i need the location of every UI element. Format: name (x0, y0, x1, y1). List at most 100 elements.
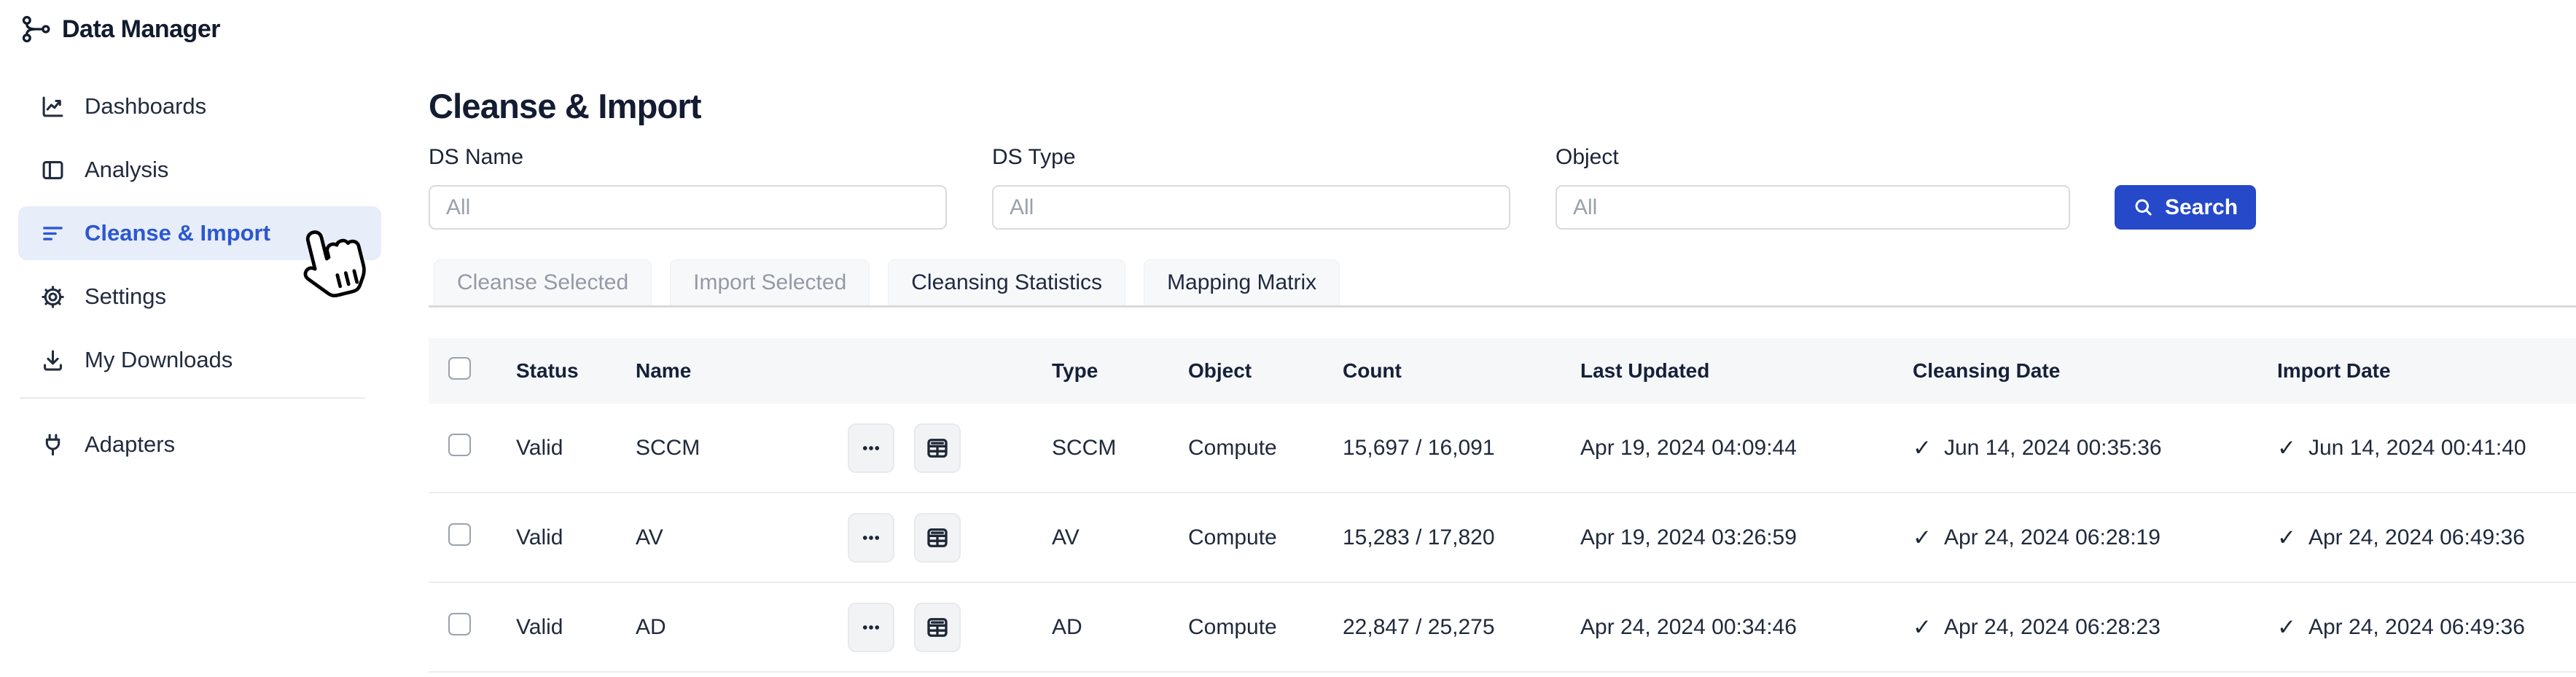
plug-icon (45, 434, 61, 455)
sidebar-item-label: Cleanse & Import (85, 220, 270, 246)
row-actions (848, 512, 1052, 563)
count-cell: 15,697 / 16,091 (1343, 435, 1495, 460)
status-cell: Valid (516, 614, 563, 639)
branch-merge-icon (22, 15, 50, 43)
download-icon (44, 350, 62, 371)
last-updated-cell: Apr 24, 2024 00:34:46 (1580, 614, 1797, 639)
column-header-last-updated: Last Updated (1580, 359, 1710, 382)
tab-import-selected[interactable]: Import Selected (670, 259, 870, 305)
row-checkbox[interactable] (448, 613, 471, 635)
sidebar-item-label: Analysis (85, 157, 169, 182)
sidebar-item-label: My Downloads (85, 347, 233, 372)
ds-name-label: DS Name (429, 145, 524, 169)
sidebar-divider (20, 397, 365, 399)
more-actions-button[interactable] (848, 423, 894, 473)
name-cell: AV (636, 525, 663, 549)
column-header-status: Status (516, 359, 579, 382)
gear-icon (42, 285, 64, 308)
object-cell: Compute (1188, 525, 1277, 549)
status-cell: Valid (516, 435, 563, 460)
count-cell: 15,283 / 17,820 (1343, 525, 1495, 549)
check-icon: ✓ (1913, 614, 1932, 640)
ds-name-input[interactable] (429, 185, 947, 230)
import-date-text: Apr 24, 2024 06:49:36 (2308, 614, 2525, 639)
select-all-checkbox[interactable] (448, 357, 471, 380)
cleansing-date-cell: ✓ Apr 24, 2024 06:28:23 (1913, 614, 2277, 641)
layout-panel-icon (42, 160, 63, 179)
sidebar-item-analysis[interactable]: Analysis (18, 143, 381, 197)
table-grid-icon (927, 617, 948, 637)
object-label: Object (1556, 145, 1619, 169)
table-row: Valid AV AV Compute 15,283 / 1 (429, 493, 2576, 583)
object-cell: Compute (1188, 614, 1277, 639)
search-button-label: Search (2164, 195, 2239, 219)
import-date-cell: ✓ Apr 24, 2024 06:49:36 (2277, 614, 2576, 641)
ds-type-input[interactable] (992, 185, 1510, 230)
check-icon: ✓ (2277, 434, 2296, 461)
tab-cleanse-selected[interactable]: Cleanse Selected (434, 259, 652, 305)
ellipsis-icon (862, 625, 880, 630)
mapping-table-button[interactable] (914, 512, 961, 563)
search-button[interactable]: Search (2115, 185, 2256, 230)
table-grid-icon (927, 438, 948, 458)
sidebar-item-label: Dashboards (85, 93, 207, 119)
row-actions (848, 423, 1052, 473)
type-cell: SCCM (1052, 435, 1117, 460)
tab-cleansing-statistics[interactable]: Cleansing Statistics (888, 259, 1126, 305)
more-actions-button[interactable] (848, 602, 894, 652)
app-logo: Data Manager (18, 10, 381, 48)
sidebar-item-cleanse-import[interactable]: Cleanse & Import (18, 206, 381, 260)
main-content: Cleanse & Import DS Name DS Type Object … (429, 0, 2576, 677)
line-chart-icon (42, 96, 63, 117)
sidebar-item-label: Settings (85, 283, 167, 309)
row-actions (848, 602, 1052, 652)
table-grid-icon (927, 528, 948, 547)
name-cell: AD (636, 614, 666, 639)
row-checkbox[interactable] (448, 434, 471, 456)
search-icon (2135, 199, 2152, 216)
table-row: Valid AD AD Compute 22,847 / 2 (429, 583, 2576, 673)
table-body: Valid SCCM SCCM Compute 15,697 (429, 404, 2576, 673)
page-title: Cleanse & Import (429, 87, 702, 125)
sidebar-item-dashboards[interactable]: Dashboards (18, 79, 381, 133)
sidebar-nav: Dashboards Analysis Cleanse & Import Set… (18, 79, 381, 387)
row-checkbox[interactable] (448, 523, 471, 546)
more-actions-button[interactable] (848, 512, 894, 563)
cleansing-date-cell: ✓ Jun 14, 2024 00:35:36 (1913, 435, 2277, 461)
import-date-text: Jun 14, 2024 00:41:40 (2308, 435, 2526, 460)
object-input[interactable] (1556, 185, 2070, 230)
import-date-cell: ✓ Jun 14, 2024 00:41:40 (2277, 435, 2576, 461)
type-cell: AV (1052, 525, 1080, 549)
sidebar: Data Manager Dashboards Analysis Cleanse… (0, 0, 397, 677)
sidebar-item-adapters[interactable]: Adapters (18, 418, 381, 471)
filter-ds-type: DS Type (992, 145, 1510, 230)
column-header-object: Object (1188, 359, 1252, 382)
count-cell: 22,847 / 25,275 (1343, 614, 1495, 639)
last-updated-cell: Apr 19, 2024 03:26:59 (1580, 525, 1797, 549)
check-icon: ✓ (2277, 614, 2296, 640)
cleansing-date-text: Apr 24, 2024 06:28:19 (1943, 525, 2161, 549)
import-date-text: Apr 24, 2024 06:49:36 (2308, 525, 2525, 549)
data-table: Status Name Type Object Count Last Updat… (429, 338, 2576, 673)
check-icon: ✓ (2277, 524, 2296, 550)
ellipsis-icon (862, 535, 880, 540)
name-cell: SCCM (636, 435, 700, 460)
ds-type-label: DS Type (992, 145, 1076, 169)
cleansing-date-text: Jun 14, 2024 00:35:36 (1943, 435, 2162, 460)
sidebar-item-settings[interactable]: Settings (18, 270, 381, 324)
filter-bar: DS Name DS Type Object Search (429, 145, 2576, 230)
mapping-table-button[interactable] (914, 602, 961, 652)
check-icon: ✓ (1913, 524, 1932, 550)
mapping-table-button[interactable] (914, 423, 961, 473)
sidebar-item-label: Adapters (85, 431, 176, 457)
table-header: Status Name Type Object Count Last Updat… (429, 338, 2576, 404)
import-date-cell: ✓ Apr 24, 2024 06:49:36 (2277, 525, 2576, 551)
filter-lines-icon (43, 226, 63, 240)
cleansing-date-cell: ✓ Apr 24, 2024 06:28:19 (1913, 525, 2277, 551)
column-header-name: Name (636, 359, 692, 382)
table-row: Valid SCCM SCCM Compute 15,697 (429, 404, 2576, 493)
column-header-type: Type (1052, 359, 1098, 382)
sidebar-item-my-downloads[interactable]: My Downloads (18, 333, 381, 387)
tab-mapping-matrix[interactable]: Mapping Matrix (1144, 259, 1340, 305)
filter-ds-name: DS Name (429, 145, 947, 230)
